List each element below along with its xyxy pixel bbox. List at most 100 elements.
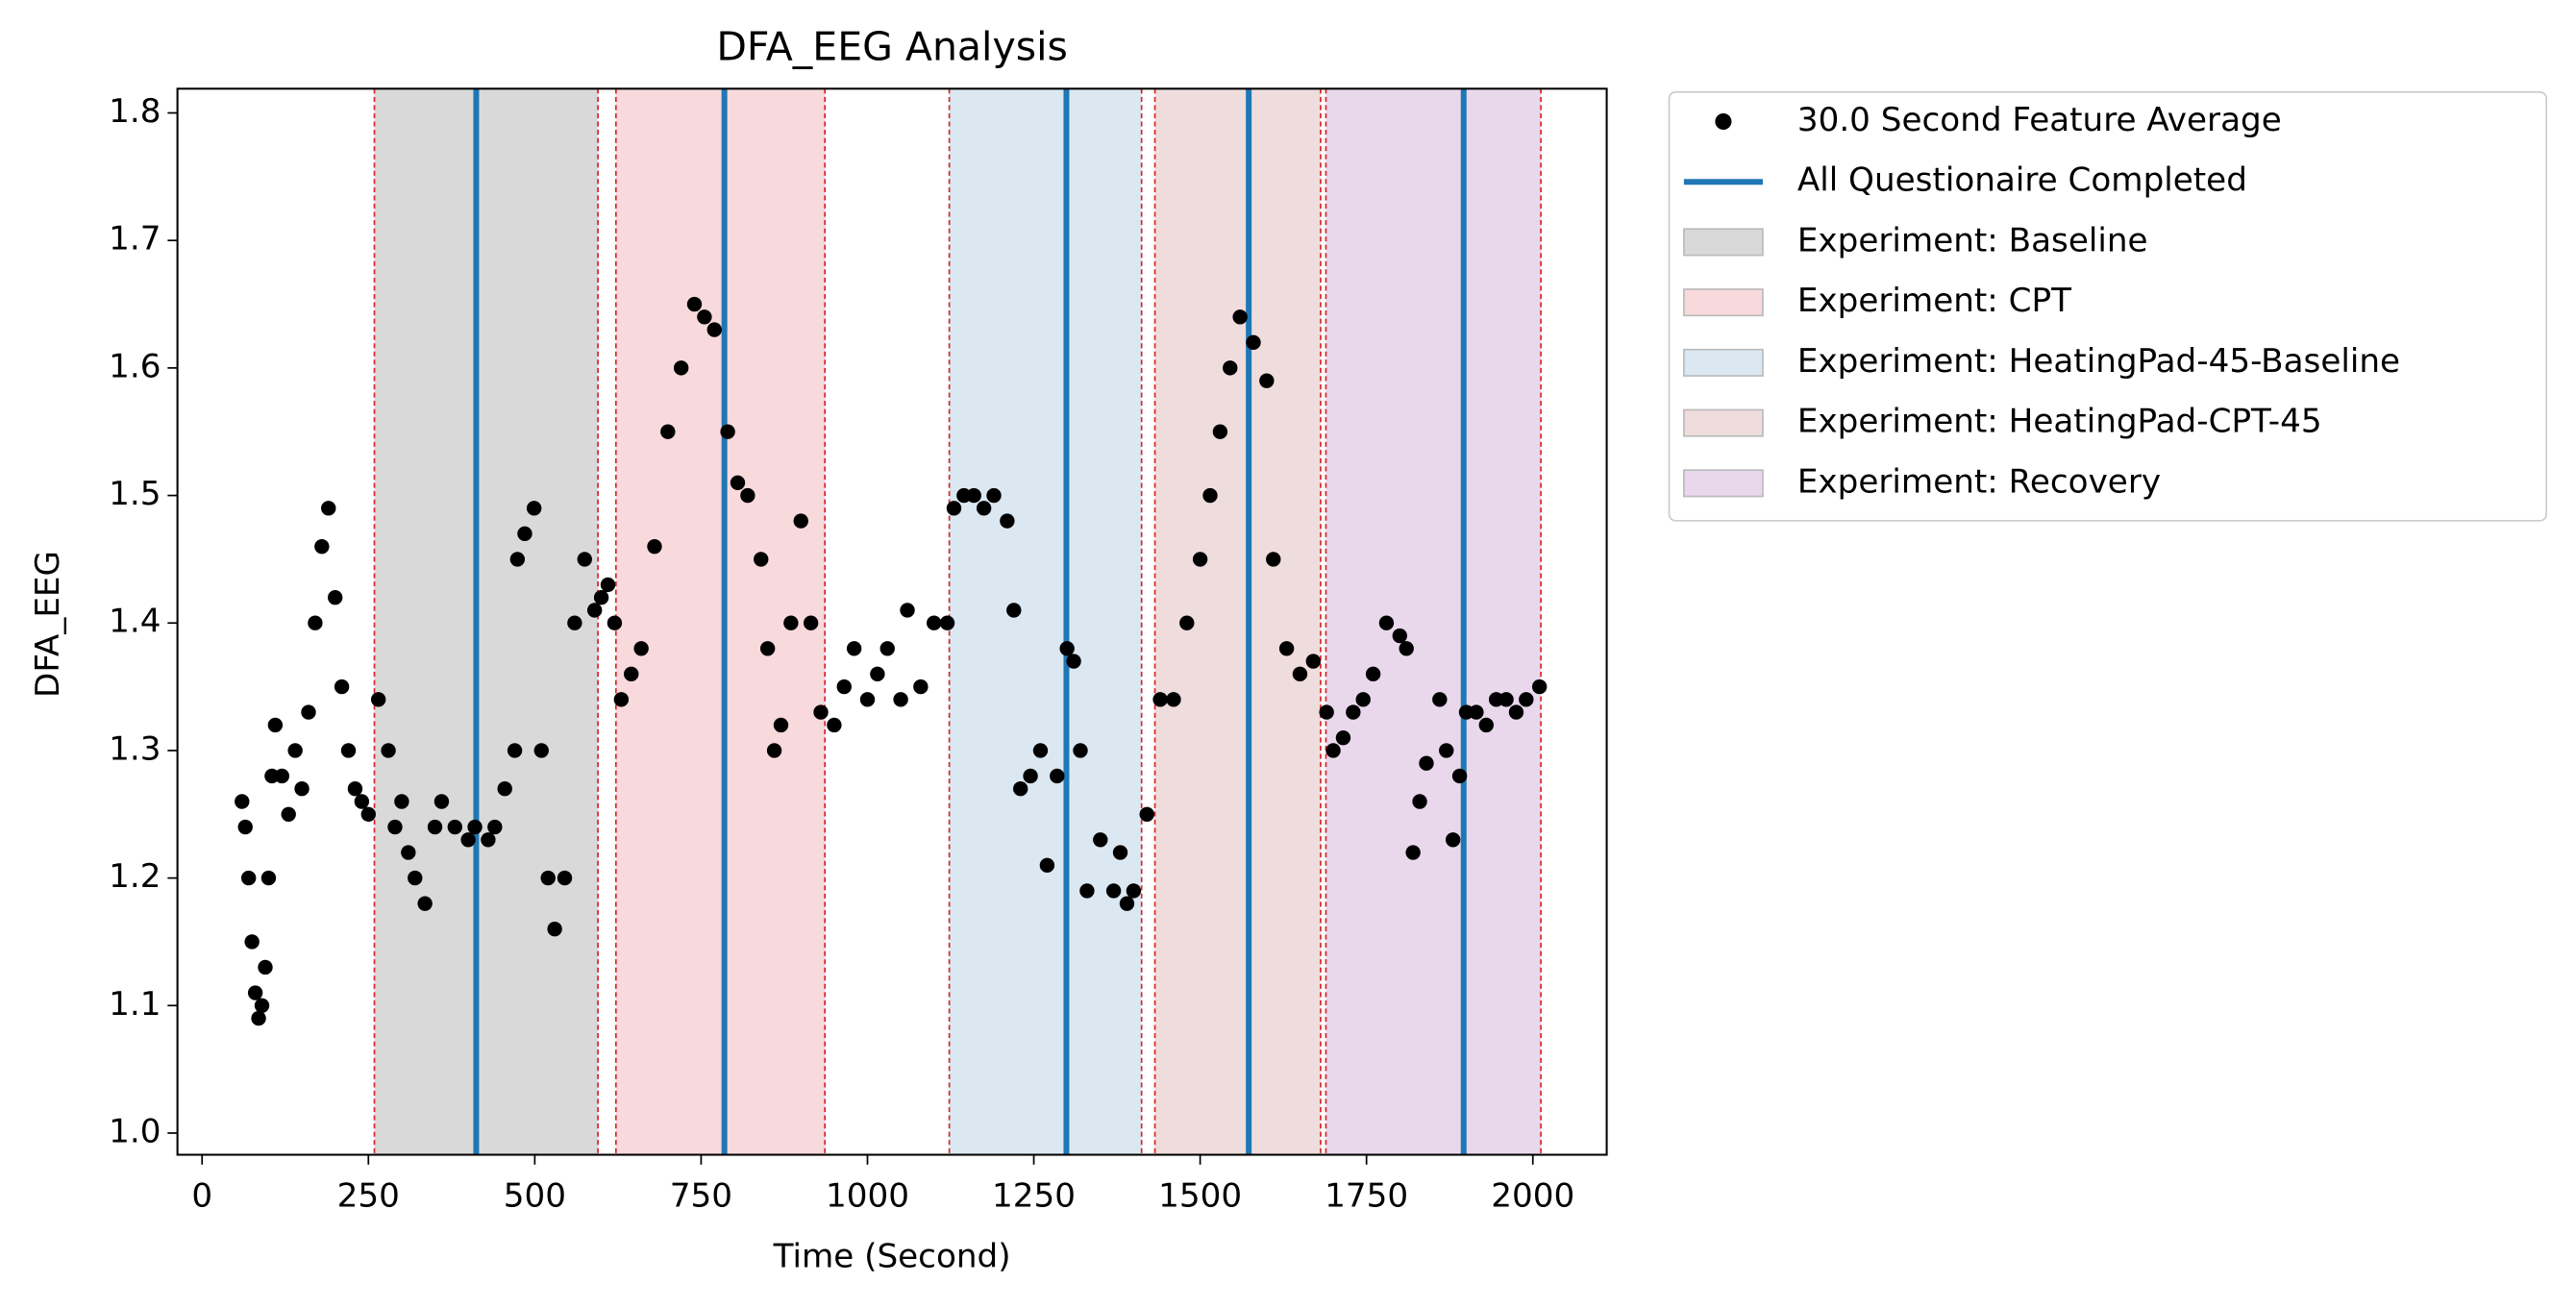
data-point	[327, 590, 343, 605]
legend-box	[1668, 90, 2548, 522]
data-point	[827, 717, 842, 733]
span	[374, 88, 599, 1155]
data-point	[1439, 743, 1454, 758]
data-point	[927, 615, 942, 630]
data-point	[244, 934, 260, 950]
data-point	[547, 921, 562, 937]
data-point	[497, 781, 512, 797]
data-point	[893, 692, 908, 707]
data-point	[633, 641, 649, 656]
data-point	[1266, 552, 1281, 567]
legend-marker	[1715, 112, 1732, 131]
data-point	[427, 819, 443, 835]
data-point	[966, 487, 981, 504]
data-point	[417, 896, 433, 911]
data-point	[394, 794, 409, 809]
data-point	[301, 704, 316, 720]
legend-marker	[1683, 288, 1764, 317]
data-point	[1412, 794, 1427, 809]
data-point	[773, 717, 789, 733]
data-point	[1119, 896, 1135, 911]
data-point	[1405, 845, 1421, 860]
data-point	[401, 845, 416, 860]
legend-marker	[1683, 228, 1764, 257]
legend-marker	[1683, 469, 1764, 498]
data-point	[613, 692, 630, 707]
data-point	[1292, 666, 1308, 682]
y-tick-label: 1.1	[109, 985, 161, 1024]
data-point	[1319, 704, 1334, 720]
data-point	[460, 832, 476, 848]
data-point	[1508, 704, 1524, 720]
data-point	[237, 819, 253, 835]
y-tick-label: 1.2	[109, 857, 161, 896]
data-point	[1013, 781, 1028, 797]
data-point	[686, 296, 703, 312]
data-point	[557, 870, 573, 886]
data-point	[730, 475, 746, 490]
x-tick-label: 1000	[826, 1176, 909, 1215]
data-point	[507, 743, 523, 758]
data-point	[1202, 487, 1218, 504]
data-point	[939, 615, 955, 630]
data-point	[577, 552, 592, 567]
x-tick-label: 750	[670, 1176, 732, 1215]
legend-marker	[1683, 348, 1764, 377]
data-point	[813, 704, 829, 720]
legend-label: 30.0 Second Feature Average	[1797, 101, 2282, 139]
data-point	[387, 819, 403, 835]
data-point	[294, 781, 310, 797]
span	[949, 88, 1142, 1155]
data-point	[258, 959, 273, 975]
data-point	[509, 552, 526, 567]
data-point	[976, 501, 992, 516]
data-point	[1139, 806, 1154, 822]
data-point	[540, 870, 556, 886]
data-point	[235, 794, 250, 809]
y-tick-label: 1.8	[109, 92, 161, 131]
data-point	[600, 577, 616, 593]
data-point	[260, 870, 277, 886]
data-point	[360, 806, 376, 822]
data-point	[1023, 768, 1038, 784]
data-point	[1519, 692, 1534, 707]
data-point	[251, 1010, 266, 1026]
chart-title: DFA_EEG Analysis	[716, 23, 1067, 69]
data-point	[487, 819, 503, 835]
data-point	[240, 870, 257, 886]
data-point	[1531, 679, 1548, 695]
data-point	[1112, 845, 1128, 860]
data-point	[1346, 704, 1361, 720]
data-point	[321, 501, 336, 516]
data-point	[347, 781, 363, 797]
x-tick-label: 1250	[992, 1176, 1076, 1215]
data-point	[281, 806, 296, 822]
data-point	[720, 424, 735, 439]
data-point	[314, 538, 330, 555]
data-point	[1355, 692, 1371, 707]
data-point	[1499, 692, 1514, 707]
legend-label: Experiment: HeatingPad-45-Baseline	[1797, 342, 2400, 381]
data-point	[1000, 513, 1015, 529]
data-point	[660, 424, 676, 439]
data-point	[334, 679, 350, 695]
data-point	[1392, 628, 1407, 644]
data-point	[1335, 729, 1351, 746]
data-point	[740, 487, 755, 504]
data-point	[370, 692, 386, 707]
data-point	[1305, 654, 1321, 669]
data-point	[1259, 373, 1275, 388]
data-point	[1246, 334, 1261, 351]
data-point	[1192, 552, 1208, 567]
data-point	[481, 832, 496, 848]
data-point	[1419, 755, 1434, 771]
data-point	[274, 768, 289, 784]
x-tick-label: 2000	[1491, 1176, 1574, 1215]
data-point	[946, 501, 962, 516]
data-point	[1066, 654, 1081, 669]
data-point	[1093, 832, 1108, 848]
data-point	[624, 666, 639, 682]
data-point	[1232, 309, 1248, 325]
data-point	[586, 603, 603, 618]
data-point	[1166, 692, 1181, 707]
